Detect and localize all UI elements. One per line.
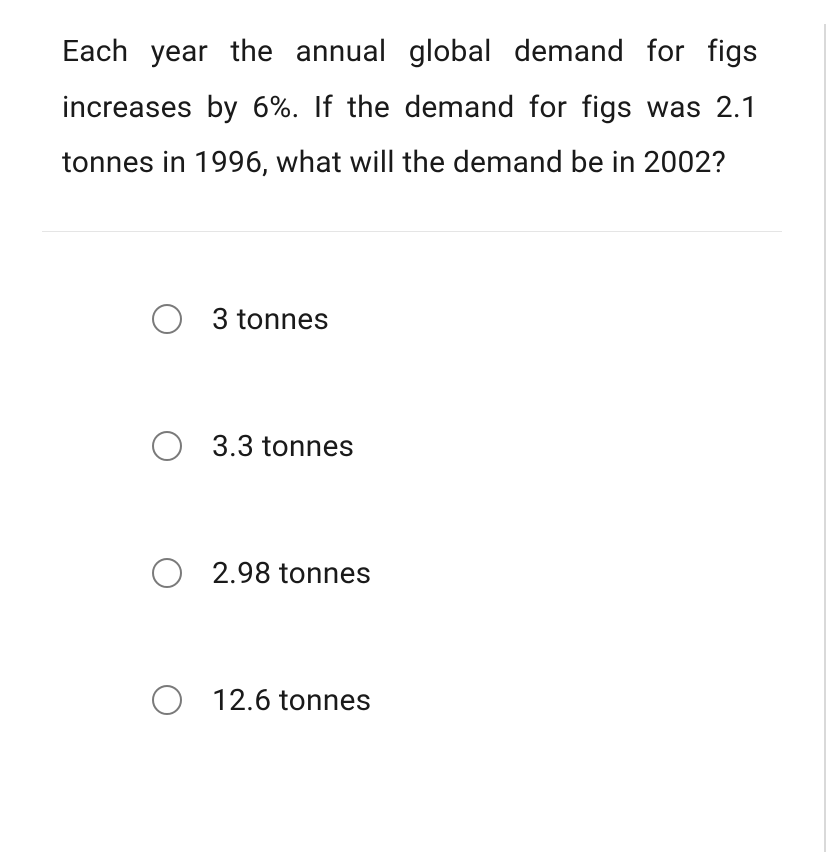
option-label: 12.6 tonnes [212, 683, 371, 718]
option-label: 3.3 tonnes [212, 429, 354, 464]
radio-icon [152, 431, 182, 461]
question-text: Each year the annual global demand for f… [0, 24, 824, 191]
option-label: 2.98 tonnes [212, 556, 371, 591]
radio-icon [152, 304, 182, 334]
question-wrapper: Each year the annual global demand for f… [0, 24, 826, 852]
option-4[interactable]: 12.6 tonnes [152, 683, 824, 718]
quiz-container: Each year the annual global demand for f… [0, 0, 826, 852]
option-label: 3 tonnes [212, 302, 329, 337]
options-list: 3 tonnes 3.3 tonnes 2.98 tonnes 12.6 ton… [0, 232, 824, 718]
radio-icon [152, 685, 182, 715]
radio-icon [152, 558, 182, 588]
option-3[interactable]: 2.98 tonnes [152, 556, 824, 591]
option-2[interactable]: 3.3 tonnes [152, 429, 824, 464]
option-1[interactable]: 3 tonnes [152, 302, 824, 337]
